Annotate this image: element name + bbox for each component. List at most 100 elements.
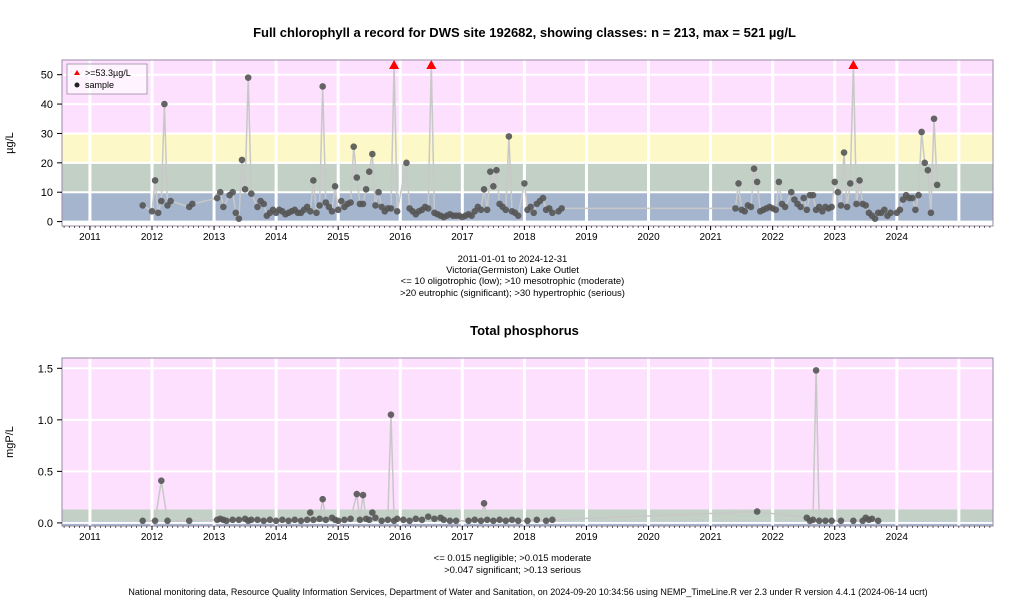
data-point-60 [483, 516, 491, 524]
data-point-132 [787, 188, 795, 196]
data-point-39 [306, 208, 314, 215]
x-tick-label: 2018 [513, 232, 536, 243]
x-tick-label: 2011 [79, 232, 101, 243]
data-point-53 [350, 143, 358, 150]
data-point-50 [424, 513, 432, 521]
data-point-40 [372, 514, 379, 522]
data-point-3 [158, 477, 165, 484]
data-point-116 [735, 180, 742, 187]
data-point-31 [334, 517, 342, 525]
data-point-48 [334, 206, 342, 214]
data-point-129 [775, 178, 783, 186]
x-tick-label: 2016 [389, 532, 412, 543]
data-point-41 [313, 209, 320, 217]
plot-frame [61, 59, 994, 227]
chart-subtitle-line: <= 0.015 negligible; >0.015 moderate [434, 553, 592, 564]
data-point-155 [862, 202, 870, 209]
data-point-11 [213, 194, 221, 202]
data-point-49 [338, 197, 345, 205]
data-point-17 [266, 516, 274, 524]
exceedance-marker-1 [389, 59, 400, 69]
data-point-106 [530, 209, 538, 217]
data-point-151 [846, 180, 854, 187]
data-point-14 [248, 516, 255, 524]
y-tick-label: 20 [41, 158, 53, 170]
data-point-41 [378, 517, 385, 525]
x-tick-label: 2019 [575, 532, 598, 543]
data-point-66 [393, 208, 401, 215]
data-point-67 [403, 159, 410, 167]
data-point-42 [316, 202, 323, 209]
class-band-3 [62, 133, 993, 163]
data-point-122 [753, 178, 761, 186]
x-tick-label: 2022 [762, 532, 785, 543]
y-axis-label: mgP/L [4, 426, 16, 458]
data-point-15 [254, 516, 261, 524]
x-tick-label: 2015 [327, 532, 350, 543]
y-tick-label: 1.0 [38, 415, 53, 427]
exceedance-marker-2 [426, 59, 437, 69]
legend: >=53.3µg/L sample [66, 63, 148, 95]
data-point-177 [933, 181, 941, 189]
data-point-58 [477, 517, 485, 525]
data-point-10 [229, 516, 236, 524]
data-point-1 [139, 202, 146, 209]
x-tick-label: 2024 [886, 232, 909, 243]
data-point-95 [493, 166, 500, 174]
x-tick-label: 2022 [762, 232, 785, 243]
data-point-93 [486, 168, 494, 175]
data-point-19 [279, 516, 286, 524]
data-point-19 [241, 185, 249, 193]
data-point-4 [164, 517, 171, 525]
data-point-27 [319, 495, 326, 503]
data-point-171 [915, 191, 922, 199]
data-point-65 [387, 205, 395, 212]
data-point-17 [235, 215, 243, 222]
data-point-3 [151, 177, 159, 184]
data-point-24 [306, 509, 314, 516]
x-tick-label: 2020 [637, 532, 660, 543]
y-axis-label: µg/L [4, 132, 16, 154]
legend-circle-icon [74, 82, 80, 88]
x-tick-label: 2015 [327, 232, 350, 243]
data-point-139 [809, 191, 817, 199]
data-point-11 [235, 516, 243, 524]
data-point-5 [158, 197, 165, 205]
data-point-55 [452, 517, 460, 525]
data-point-163 [887, 209, 894, 217]
data-point-91 [480, 185, 488, 193]
class-band-4 [62, 358, 993, 510]
data-point-60 [372, 202, 379, 209]
data-point-135 [797, 203, 804, 211]
y-tick-label: 1.5 [38, 363, 53, 375]
chart-subtitle-line: Victoria(Germiston) Lake Outlet [446, 265, 579, 276]
x-tick-label: 2021 [699, 532, 722, 543]
data-point-16 [260, 517, 268, 525]
data-point-79 [850, 517, 857, 525]
data-point-25 [310, 516, 317, 524]
footer-credit: National monitoring data, Resource Quali… [128, 587, 927, 597]
data-point-118 [741, 208, 749, 215]
chart-panel-2: 0.0 0.5 1.0 1.5 mgP/L 2011 2012 2013 2014 2015 201… [4, 323, 994, 576]
data-point-149 [840, 149, 848, 156]
x-tick-label: 2011 [79, 532, 101, 543]
data-point-57 [362, 185, 370, 193]
data-point-92 [483, 206, 491, 214]
data-point-115 [732, 205, 739, 212]
data-point-40 [310, 177, 317, 184]
data-point-75 [815, 517, 823, 525]
x-tick-label: 2016 [389, 232, 412, 243]
data-point-20 [244, 74, 252, 81]
data-point-176 [930, 115, 938, 123]
chart-subtitle-line: <= 10 oligotrophic (low); >10 mesotrophi… [401, 276, 625, 287]
data-point-24 [260, 200, 268, 208]
data-point-21 [248, 190, 255, 197]
data-point-10 [189, 200, 196, 208]
data-point-43 [387, 411, 395, 418]
data-point-21 [291, 516, 299, 524]
class-band-4 [62, 60, 993, 134]
y-tick-label: 30 [41, 128, 53, 140]
data-point-99 [505, 133, 513, 140]
x-tick-label: 2013 [203, 232, 226, 243]
